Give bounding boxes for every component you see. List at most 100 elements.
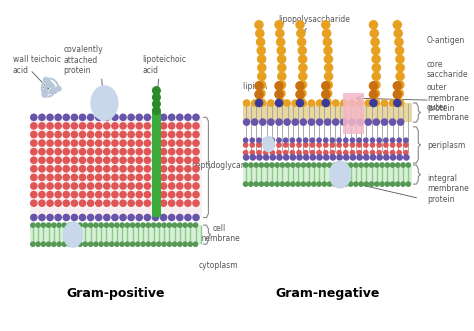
Circle shape (30, 139, 37, 147)
Bar (343, 93, 364, 133)
Circle shape (184, 139, 191, 147)
Circle shape (323, 137, 328, 143)
Circle shape (168, 191, 175, 198)
Circle shape (38, 165, 46, 173)
Circle shape (403, 154, 410, 161)
Circle shape (254, 90, 264, 99)
Circle shape (30, 157, 37, 164)
Circle shape (152, 182, 159, 190)
Circle shape (187, 241, 193, 247)
Circle shape (30, 114, 37, 121)
Circle shape (46, 214, 54, 221)
Circle shape (55, 199, 62, 207)
Circle shape (395, 63, 405, 72)
Circle shape (172, 222, 177, 228)
Circle shape (71, 122, 78, 130)
Circle shape (152, 199, 159, 207)
Circle shape (342, 162, 348, 168)
Circle shape (336, 137, 342, 143)
Circle shape (128, 122, 135, 130)
Circle shape (256, 89, 266, 98)
Text: lipoteichoic
acid: lipoteichoic acid (143, 55, 187, 74)
Circle shape (332, 181, 337, 187)
Circle shape (192, 131, 200, 138)
Circle shape (130, 241, 136, 247)
Circle shape (300, 118, 307, 126)
Circle shape (295, 20, 305, 29)
Circle shape (55, 122, 62, 130)
Circle shape (243, 150, 248, 156)
Circle shape (321, 81, 330, 91)
Circle shape (348, 181, 354, 187)
Circle shape (364, 162, 369, 168)
Circle shape (257, 80, 266, 90)
Circle shape (119, 148, 127, 156)
Circle shape (30, 148, 37, 156)
Circle shape (128, 131, 135, 138)
Circle shape (114, 241, 120, 247)
Circle shape (109, 241, 114, 247)
Circle shape (176, 173, 183, 181)
Circle shape (111, 182, 118, 190)
Text: outer
membrane
protein: outer membrane protein (427, 83, 469, 113)
Circle shape (392, 20, 402, 29)
Circle shape (292, 118, 299, 126)
Circle shape (316, 99, 323, 107)
Circle shape (340, 99, 348, 107)
Circle shape (395, 46, 404, 55)
Circle shape (296, 142, 302, 148)
Circle shape (283, 150, 289, 156)
Circle shape (295, 90, 305, 99)
Text: lipopolysaccharide: lipopolysaccharide (278, 15, 350, 33)
Circle shape (144, 214, 151, 221)
Circle shape (136, 148, 143, 156)
Circle shape (342, 181, 348, 187)
Circle shape (140, 222, 146, 228)
Circle shape (376, 137, 382, 143)
Circle shape (396, 150, 402, 156)
Bar (152, 111, 161, 217)
Circle shape (46, 80, 51, 85)
Circle shape (390, 142, 395, 148)
Circle shape (363, 137, 369, 143)
Circle shape (38, 157, 46, 164)
Circle shape (128, 173, 135, 181)
Circle shape (397, 99, 404, 107)
Circle shape (321, 181, 327, 187)
Circle shape (46, 199, 54, 207)
Circle shape (383, 137, 389, 143)
Circle shape (184, 157, 191, 164)
Circle shape (55, 114, 62, 121)
Circle shape (275, 97, 285, 107)
Circle shape (395, 181, 401, 187)
Circle shape (396, 154, 403, 161)
Circle shape (52, 88, 57, 93)
Circle shape (119, 131, 127, 138)
Circle shape (253, 162, 259, 168)
Ellipse shape (263, 136, 274, 152)
Circle shape (274, 81, 284, 91)
Circle shape (103, 199, 110, 207)
Circle shape (283, 137, 289, 143)
Circle shape (381, 99, 388, 107)
Circle shape (270, 137, 275, 143)
Circle shape (323, 142, 328, 148)
Circle shape (63, 122, 70, 130)
Circle shape (46, 182, 54, 190)
Circle shape (356, 142, 362, 148)
Circle shape (390, 162, 395, 168)
Circle shape (35, 222, 41, 228)
Circle shape (184, 199, 191, 207)
Circle shape (311, 162, 317, 168)
Circle shape (111, 191, 118, 198)
Circle shape (316, 181, 322, 187)
Circle shape (176, 139, 183, 147)
Circle shape (168, 157, 175, 164)
Circle shape (168, 182, 175, 190)
Circle shape (119, 222, 125, 228)
Circle shape (62, 241, 67, 247)
Circle shape (297, 89, 307, 98)
Circle shape (290, 137, 295, 143)
Circle shape (35, 241, 41, 247)
Circle shape (82, 222, 88, 228)
